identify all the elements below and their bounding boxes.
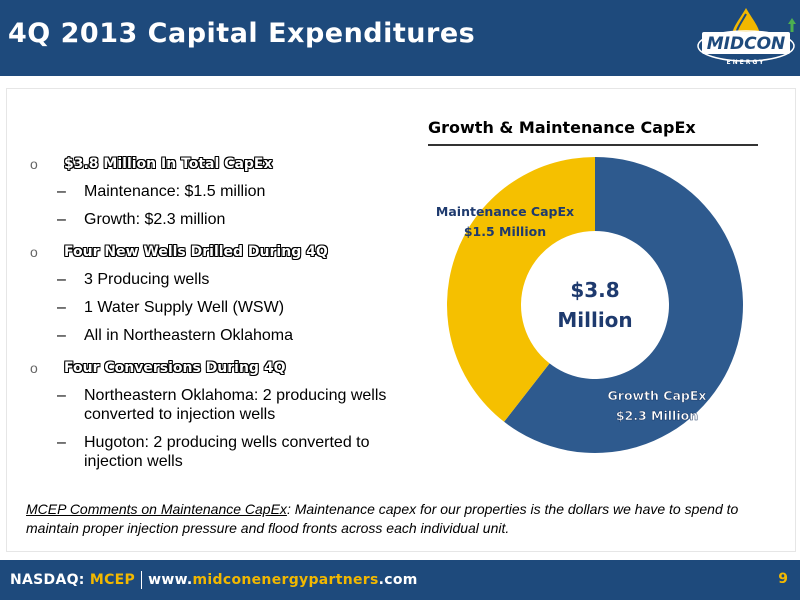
sub-item: – All in Northeastern Oklahoma (57, 327, 293, 344)
bullet-total-capex: o $3.8 Million In Total CapEx (26, 150, 416, 178)
sub-item: – Maintenance: $1.5 million (57, 183, 266, 200)
footer-text: NASDAQ: MCEP www.midconenergypartners.com (10, 571, 418, 589)
bullet-conversions: o Four Conversions During 4Q (26, 354, 416, 382)
ticker: MCEP (89, 572, 136, 588)
slice-label: Maintenance CapEx (436, 204, 574, 219)
comments-text: : Maintenance capex for our properties i… (26, 501, 739, 536)
sub-item: – Northeastern Oklahoma: 2 producing well… (57, 387, 387, 423)
sub-item: – Hugoton: 2 producing wells converted to… (57, 434, 370, 470)
slice-value-label: $1.5 Million (464, 224, 546, 239)
content-panel (6, 88, 796, 552)
page-number: 9 (778, 571, 788, 587)
comments-note: MCEP Comments on Maintenance CapEx: Main… (26, 500, 786, 538)
comments-heading: MCEP Comments on Maintenance CapEx (26, 501, 287, 517)
page-title: 4Q 2013 Capital Expenditures (8, 18, 476, 49)
bullet-circle-icon: o (30, 244, 38, 260)
sub-item: –3 Producing wells (57, 271, 210, 288)
capex-donut-chart: Growth CapEx $2.3 Million Maintenance CapE… (436, 157, 743, 453)
chart-title-rule (428, 144, 758, 146)
bullet-new-wells: o Four New Wells Drilled During 4Q (26, 238, 416, 266)
slice-label: Growth CapEx (608, 388, 707, 403)
slice-value-label: $2.3 Million (616, 408, 698, 423)
center-label: $3.8 (570, 278, 619, 302)
footer-bar: NASDAQ: MCEP www.midconenergypartners.com… (0, 560, 800, 600)
bullet-list: o $3.8 Million In Total CapEx – Maintenanc… (26, 150, 416, 480)
center-label: Million (557, 308, 632, 332)
sub-item: –1 Water Supply Well (WSW) (57, 299, 285, 316)
midcon-logo: MIDCON ENERGY (697, 8, 796, 66)
slice-growth-capex (504, 157, 743, 453)
sub-item: – Growth: $2.3 million (57, 211, 226, 228)
bullet-circle-icon: o (30, 360, 38, 376)
slice-maintenance-capex (447, 157, 595, 422)
header-bar: 4Q 2013 Capital Expenditures MIDCON ENER… (0, 0, 800, 76)
svg-text:MIDCON: MIDCON (707, 34, 786, 54)
bullet-circle-icon: o (30, 156, 38, 172)
svg-text:ENERGY: ENERGY (727, 59, 766, 66)
chart-title: Growth & Maintenance CapEx (428, 118, 696, 137)
divider (141, 571, 143, 589)
